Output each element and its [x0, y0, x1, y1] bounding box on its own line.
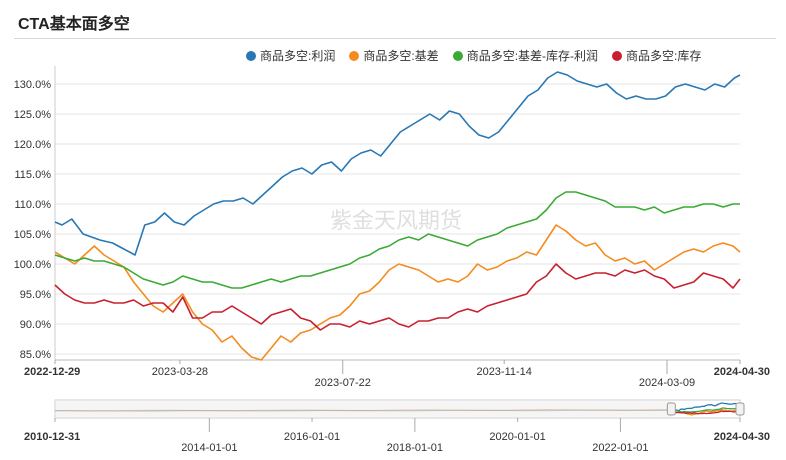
navigator-handle-left[interactable] [666, 402, 676, 416]
navigator-history-line-2 [54, 409, 672, 412]
x-tick-label: 2023-03-28 [152, 366, 208, 378]
x-axis: 2022-12-29 2023-03-28 2023-07-22 2023-11-14… [24, 359, 770, 389]
legend-label: 商品多空:利润 [260, 49, 336, 63]
legend-item-combined[interactable]: 商品多空:基差-库存-利润 [452, 47, 599, 64]
navigator-tick-label: 2014-01-01 [181, 442, 237, 454]
navigator-line-0 [671, 402, 741, 412]
y-tick-label: 85.0% [20, 349, 51, 361]
y-axis: 85.0% 90.0% 95.0% 100.0% 105.0% 110.0% 115.0% 1… [14, 66, 56, 361]
x-tick-label: 2022-12-29 [24, 366, 80, 378]
y-tick-label: 95.0% [20, 289, 51, 301]
navigator-history-line-0 [54, 409, 672, 412]
series-lines [54, 71, 741, 361]
x-tick-label: 2023-07-22 [315, 377, 371, 389]
series-line-0 [54, 71, 741, 256]
legend-item-inventory[interactable]: 商品多空:库存 [612, 47, 701, 64]
legend-label: 商品多空:基差-库存-利润 [466, 49, 599, 63]
series-line-3 [54, 263, 741, 331]
legend-label: 商品多空:库存 [626, 49, 702, 63]
y-tick-label: 130.0% [14, 79, 52, 91]
chart-title: CTA基本面多空 [18, 16, 130, 33]
watermark: 紫金天风期货 [330, 208, 462, 233]
navigator-line-2 [671, 407, 740, 413]
legend-marker [246, 50, 256, 61]
title-divider [14, 38, 776, 39]
y-tick-label: 115.0% [15, 169, 52, 181]
x-tick-label: 2024-03-09 [639, 377, 695, 389]
navigator-tick-label: 2020-01-01 [489, 431, 545, 443]
navigator-tick-label: 2010-12-31 [24, 431, 80, 443]
x-tick-label: 2024-04-30 [714, 366, 770, 378]
x-tick-label: 2023-11-14 [476, 366, 531, 378]
navigator[interactable]: 2010-12-31 2014-01-01 2016-01-01 2018-01-01… [24, 399, 770, 454]
legend-item-basis[interactable]: 商品多空:基差 [349, 47, 439, 64]
series-line-2 [54, 191, 740, 289]
y-tick-label: 120.0% [14, 139, 52, 151]
legend-item-profit[interactable]: 商品多空:利润 [246, 47, 335, 64]
series-line-1 [54, 224, 741, 361]
y-tick-label: 125.0% [14, 109, 52, 121]
y-tick-label: 110.0% [15, 199, 52, 211]
navigator-mask [55, 400, 672, 418]
navigator-tick-label: 2022-01-01 [592, 442, 648, 454]
navigator-tick-label: 2016-01-01 [284, 431, 340, 443]
legend-marker [612, 50, 623, 61]
legend-marker [452, 50, 463, 61]
y-tick-label: 105.0% [14, 229, 52, 241]
navigator-handle-right[interactable] [735, 402, 745, 416]
legend-label: 商品多空:基差 [363, 49, 439, 63]
legend-marker [349, 50, 360, 61]
legend: 商品多空:利润 商品多空:基差 商品多空:基差-库存-利润 商品多空:库存 [246, 47, 701, 64]
navigator-history-line-1 [55, 409, 672, 412]
navigator-tick-label: 2018-01-01 [387, 442, 443, 454]
navigator-tick-label: 2024-04-30 [714, 431, 770, 443]
navigator-history-line-3 [54, 409, 672, 412]
navigator-line-3 [671, 410, 741, 415]
y-tick-label: 90.0% [20, 319, 51, 331]
y-tick-label: 100.0% [14, 259, 52, 271]
